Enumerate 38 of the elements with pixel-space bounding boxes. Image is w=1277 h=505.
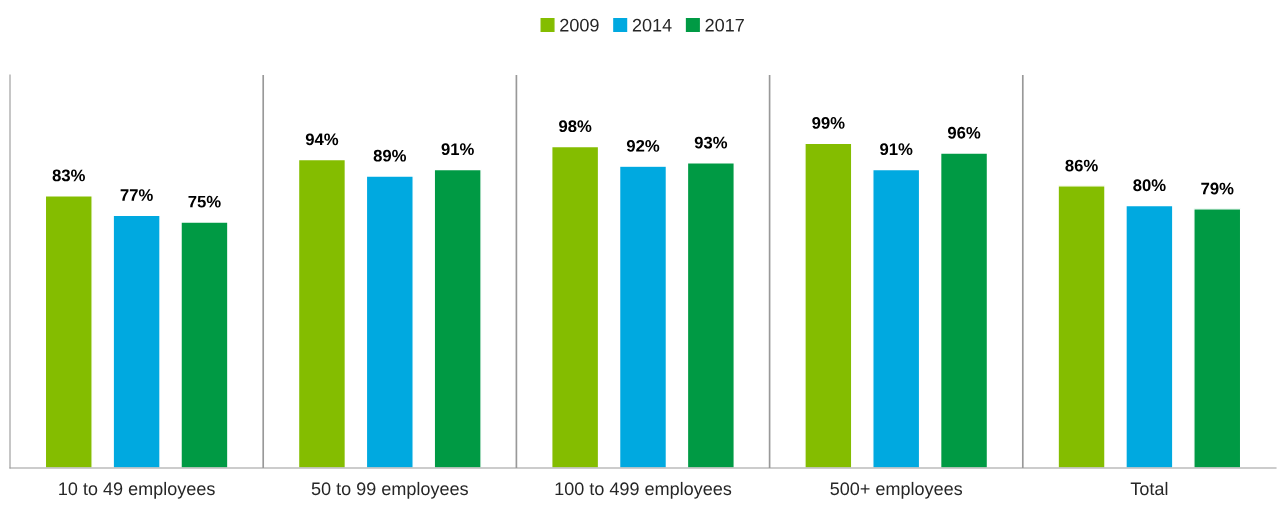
data-label: 93%: [694, 136, 728, 149]
data-label: 99%: [812, 117, 845, 129]
bar: [618, 165, 668, 468]
data-label: 80%: [1133, 179, 1166, 192]
data-label: 79%: [1201, 182, 1234, 195]
bar: [686, 162, 735, 468]
data-label: 83%: [52, 169, 85, 182]
x-tick-label: 500+ employees: [830, 481, 963, 499]
data-label: 91%: [441, 143, 474, 156]
data-label: 98%: [559, 120, 592, 133]
bar: [112, 214, 161, 468]
data-label: 94%: [305, 133, 339, 146]
bar: [939, 152, 989, 468]
bar: [44, 195, 93, 468]
x-tick-label: 100 to 499 employees: [555, 481, 732, 499]
data-label: 89%: [373, 149, 407, 162]
bar: [1125, 204, 1174, 468]
bar: [551, 145, 600, 468]
x-tick-label: 50 to 99 employees: [311, 481, 468, 499]
x-tick-label: Total: [1130, 481, 1168, 496]
data-label: 92%: [626, 139, 660, 152]
bar: [297, 158, 347, 468]
bar: [180, 221, 229, 468]
data-label: 77%: [120, 189, 153, 201]
bar: [804, 142, 853, 468]
legend-label: 2014: [632, 18, 672, 32]
bar: [365, 175, 414, 468]
data-label: 86%: [1065, 159, 1098, 172]
bar: [433, 168, 482, 468]
data-label: 75%: [188, 195, 221, 208]
bar: [1057, 185, 1106, 468]
legend-label: 2017: [705, 18, 744, 32]
data-label: 91%: [880, 143, 913, 156]
bar: [872, 168, 921, 468]
legend-label: 2009: [560, 18, 599, 32]
x-tick-label: 10 to 49 employees: [59, 481, 215, 499]
data-label: 96%: [947, 126, 981, 139]
bar: [1193, 208, 1242, 468]
